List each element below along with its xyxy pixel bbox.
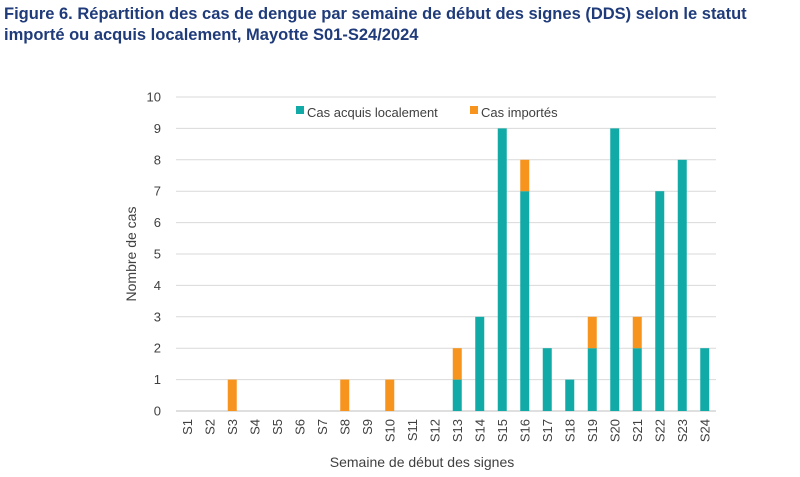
x-tick-label: S9 xyxy=(360,419,375,435)
bar-segment-imported xyxy=(385,379,395,411)
y-tick-label: 1 xyxy=(154,372,161,387)
x-tick-label: S12 xyxy=(427,419,442,442)
x-tick-label: S16 xyxy=(517,419,532,442)
y-axis-title: Nombre de cas xyxy=(123,207,139,302)
bar-segment-imported xyxy=(587,316,597,349)
bar-segment-imported xyxy=(632,316,642,349)
legend-label-imported: Cas importés xyxy=(481,105,558,120)
x-tick-label: S4 xyxy=(247,419,262,435)
bar-segment-local xyxy=(542,348,552,411)
bar-segment-local xyxy=(655,191,665,411)
y-tick-label: 3 xyxy=(154,309,161,324)
bar-segment-imported xyxy=(340,379,350,411)
x-tick-label: S14 xyxy=(472,419,487,442)
x-axis-title: Semaine de début des signes xyxy=(330,454,514,470)
bar-segment-imported xyxy=(452,348,462,380)
x-tick-label: S22 xyxy=(652,419,667,442)
x-tick-label: S11 xyxy=(405,419,420,441)
x-tick-label: S5 xyxy=(270,419,285,435)
x-tick-label: S17 xyxy=(540,419,555,442)
figure-title-line-1: Figure 6. Répartition des cas de dengue … xyxy=(4,5,747,23)
gridlines xyxy=(176,96,716,412)
bar-segment-local xyxy=(700,348,710,411)
y-tick-label: 10 xyxy=(147,90,161,105)
x-tick-label: S24 xyxy=(697,419,712,442)
bar-segment-local xyxy=(632,348,642,411)
x-tick-label: S18 xyxy=(562,419,577,442)
y-tick-label: 0 xyxy=(154,404,161,419)
bar-segment-local xyxy=(475,316,485,411)
x-tick-label: S2 xyxy=(202,419,217,435)
x-tick-label: S8 xyxy=(337,419,352,435)
legend-swatch-imported xyxy=(470,106,478,114)
x-axis-ticks: S1 S2 S3 S4 S5 S6 S7 S8 S9 S10 S11 S12 S13 S14 S15 S16 S… xyxy=(180,419,713,442)
bar-segment-local xyxy=(610,128,620,411)
y-axis-ticks: 0 1 2 3 4 5 6 7 8 9 10 xyxy=(147,90,161,419)
bars xyxy=(227,128,710,411)
bar-segment-local xyxy=(520,191,530,411)
y-tick-label: 9 xyxy=(154,121,161,136)
x-tick-label: S21 xyxy=(630,419,645,442)
x-tick-label: S20 xyxy=(607,419,622,442)
y-tick-label: 5 xyxy=(154,247,161,262)
bar-segment-local xyxy=(565,379,575,411)
bar-segment-local xyxy=(587,348,597,411)
bar-segment-imported xyxy=(520,159,530,192)
y-tick-label: 2 xyxy=(154,341,161,356)
x-tick-label: S1 xyxy=(180,419,195,435)
figure-title: Figure 6. Répartition des cas de dengue … xyxy=(4,4,796,46)
x-tick-label: S15 xyxy=(495,419,510,442)
bar-segment-imported xyxy=(227,379,237,411)
x-tick-label: S23 xyxy=(675,419,690,442)
y-tick-label: 6 xyxy=(154,215,161,230)
bar-segment-local xyxy=(452,379,462,411)
x-tick-label: S6 xyxy=(292,419,307,435)
legend-swatch-local xyxy=(296,106,304,114)
figure-title-line-2: importé ou acquis localement, Mayotte S0… xyxy=(4,26,419,44)
x-tick-label: S13 xyxy=(450,419,465,442)
x-tick-label: S7 xyxy=(315,419,330,435)
y-tick-label: 4 xyxy=(154,278,161,293)
x-tick-label: S10 xyxy=(382,419,397,442)
legend-label-local: Cas acquis localement xyxy=(307,105,438,120)
x-tick-label: S3 xyxy=(225,419,240,435)
bar-segment-local xyxy=(497,128,507,411)
x-tick-label: S19 xyxy=(585,419,600,442)
y-tick-label: 8 xyxy=(154,152,161,167)
legend: Cas acquis localement Cas importés xyxy=(296,105,558,120)
bar-segment-local xyxy=(677,159,687,411)
y-tick-label: 7 xyxy=(154,184,161,199)
